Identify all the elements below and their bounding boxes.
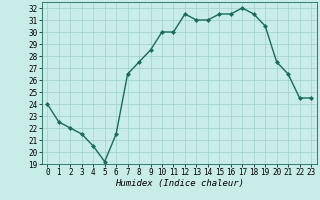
X-axis label: Humidex (Indice chaleur): Humidex (Indice chaleur) — [115, 179, 244, 188]
